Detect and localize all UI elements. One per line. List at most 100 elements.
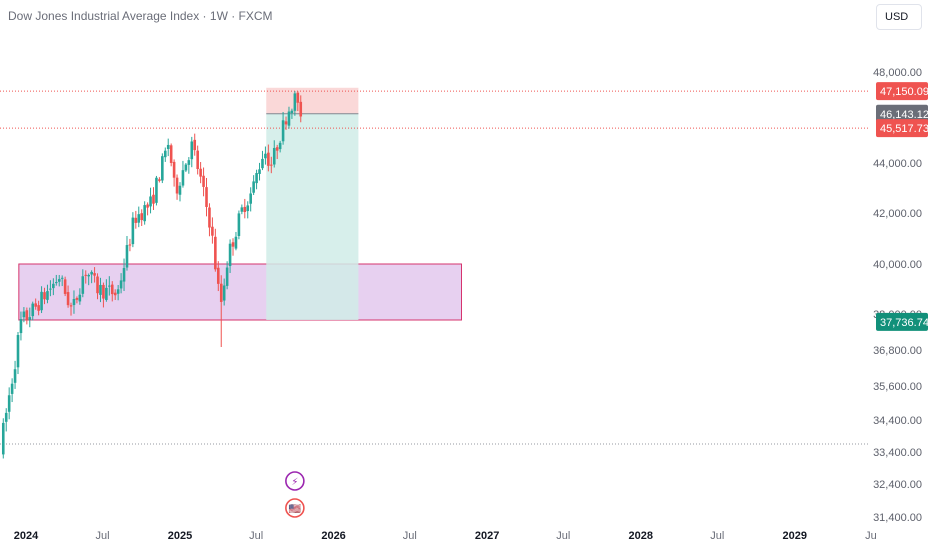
candle-body	[75, 298, 79, 300]
candle-body	[166, 144, 170, 149]
candle-body	[216, 267, 220, 284]
take-profit-area	[266, 113, 359, 320]
candle-body	[19, 319, 23, 334]
candle-body	[72, 298, 76, 306]
candle-body	[219, 283, 223, 302]
price-label-text: 47,150.09	[880, 86, 929, 98]
time-tick-label[interactable]: Ju	[865, 530, 877, 542]
candle-body	[87, 274, 90, 277]
price-tick-label[interactable]: 32,400.00	[873, 479, 922, 491]
candle-body	[125, 245, 129, 268]
price-label-bg	[876, 119, 928, 138]
candle-body	[49, 288, 52, 290]
candle-body	[172, 161, 176, 178]
demand-zone-rectangle	[18, 263, 462, 321]
price-label-bg	[876, 82, 928, 101]
candle-body	[249, 193, 252, 204]
event-marker-circle	[285, 471, 305, 491]
price-label-text: 37,736.74	[880, 317, 929, 329]
price-label-bg	[876, 312, 928, 331]
candle-body	[231, 242, 235, 247]
candle-body	[296, 92, 300, 103]
candle-body	[10, 383, 14, 394]
candle-body	[137, 214, 141, 223]
candle-body	[119, 280, 123, 289]
candle-body	[267, 152, 270, 166]
candles-group	[1, 91, 303, 459]
price-tick-label[interactable]: 33,400.00	[873, 447, 922, 459]
candle-body	[205, 187, 208, 207]
candle-body	[178, 185, 182, 195]
candle-body	[16, 334, 20, 368]
time-tick-label[interactable]: 2026	[321, 530, 345, 542]
time-tick-label[interactable]: Jul	[710, 530, 724, 542]
candle-body	[225, 267, 229, 286]
candle-body	[261, 158, 264, 169]
candle-body	[284, 121, 288, 125]
candle-body	[202, 175, 205, 187]
candle-body	[161, 156, 164, 181]
candle-body	[63, 279, 67, 294]
price-label: 47,150.09	[876, 82, 929, 101]
candle-body	[84, 274, 88, 276]
candle-body	[1, 422, 5, 455]
candle-body	[99, 284, 102, 295]
candle-body	[34, 303, 37, 307]
currency-selector[interactable]: USD	[876, 4, 922, 30]
time-tick-label[interactable]: Jul	[249, 530, 263, 542]
price-tick-label[interactable]: 48,000.00	[873, 67, 922, 79]
event-marker-glyph: ⚡	[291, 477, 298, 488]
price-tick-label[interactable]: 44,000.00	[873, 158, 922, 170]
price-tick-label[interactable]: 34,400.00	[873, 415, 922, 427]
candle-body	[275, 147, 279, 151]
price-tick-label[interactable]: 31,400.00	[873, 512, 922, 524]
time-tick-label[interactable]: 2028	[628, 530, 652, 542]
candle-body	[69, 305, 73, 307]
time-scale[interactable]: 2024 Jul 2025 Jul 2026 Jul 2027 Jul 2028 Jul 2029 J…	[14, 530, 877, 542]
candle-body	[66, 292, 70, 306]
candle-body	[134, 217, 138, 223]
candle-body	[108, 285, 111, 287]
price-tick-label[interactable]: 40,000.00	[873, 259, 922, 271]
candle-body	[52, 283, 55, 289]
time-tick-label[interactable]: 2029	[782, 530, 806, 542]
time-tick-label[interactable]: 2025	[168, 530, 192, 542]
candle-body	[243, 206, 247, 212]
candle-body	[105, 287, 108, 300]
candle-body	[90, 271, 93, 275]
candle-body	[54, 282, 58, 284]
candle-body	[110, 284, 114, 295]
events-group[interactable]: ⚡ 🇺🇸	[285, 471, 305, 518]
time-tick-label[interactable]: Jul	[556, 530, 570, 542]
us-flag-event-icon[interactable]: 🇺🇸	[285, 498, 305, 518]
candle-body	[252, 181, 255, 193]
price-tick-label[interactable]: 36,800.00	[873, 345, 922, 357]
candle-body	[93, 273, 96, 276]
candle-body	[60, 277, 64, 279]
time-tick-label[interactable]: Jul	[96, 530, 110, 542]
price-labels-group: 47,150.09 46,143.12 45,517.73 37,736.74	[876, 82, 929, 331]
time-tick-label[interactable]: Jul	[403, 530, 417, 542]
candle-body	[270, 164, 273, 166]
chart-title: Dow Jones Industrial Average Index · 1W …	[8, 9, 273, 23]
time-tick-label[interactable]: 2024	[14, 530, 39, 542]
candle-body	[208, 207, 211, 228]
candle-body	[272, 147, 276, 165]
candle-body	[7, 395, 11, 412]
price-label: 37,736.74	[876, 312, 929, 331]
candle-body	[140, 213, 144, 221]
candle-body	[22, 311, 26, 318]
candle-body	[290, 110, 294, 114]
candle-body	[196, 150, 199, 170]
candle-body	[43, 292, 46, 300]
candle-body	[81, 276, 85, 294]
price-tick-label[interactable]: 42,000.00	[873, 208, 922, 220]
candle-body	[211, 226, 214, 236]
price-scale[interactable]: 48,000.0044,000.0042,000.0040,000.0038,0…	[873, 67, 922, 524]
candle-body	[199, 168, 202, 177]
time-tick-label[interactable]: 2027	[475, 530, 499, 542]
candle-body	[37, 305, 40, 311]
dividend-event-icon[interactable]: ⚡	[285, 471, 305, 491]
price-tick-label[interactable]: 35,600.00	[873, 381, 922, 393]
